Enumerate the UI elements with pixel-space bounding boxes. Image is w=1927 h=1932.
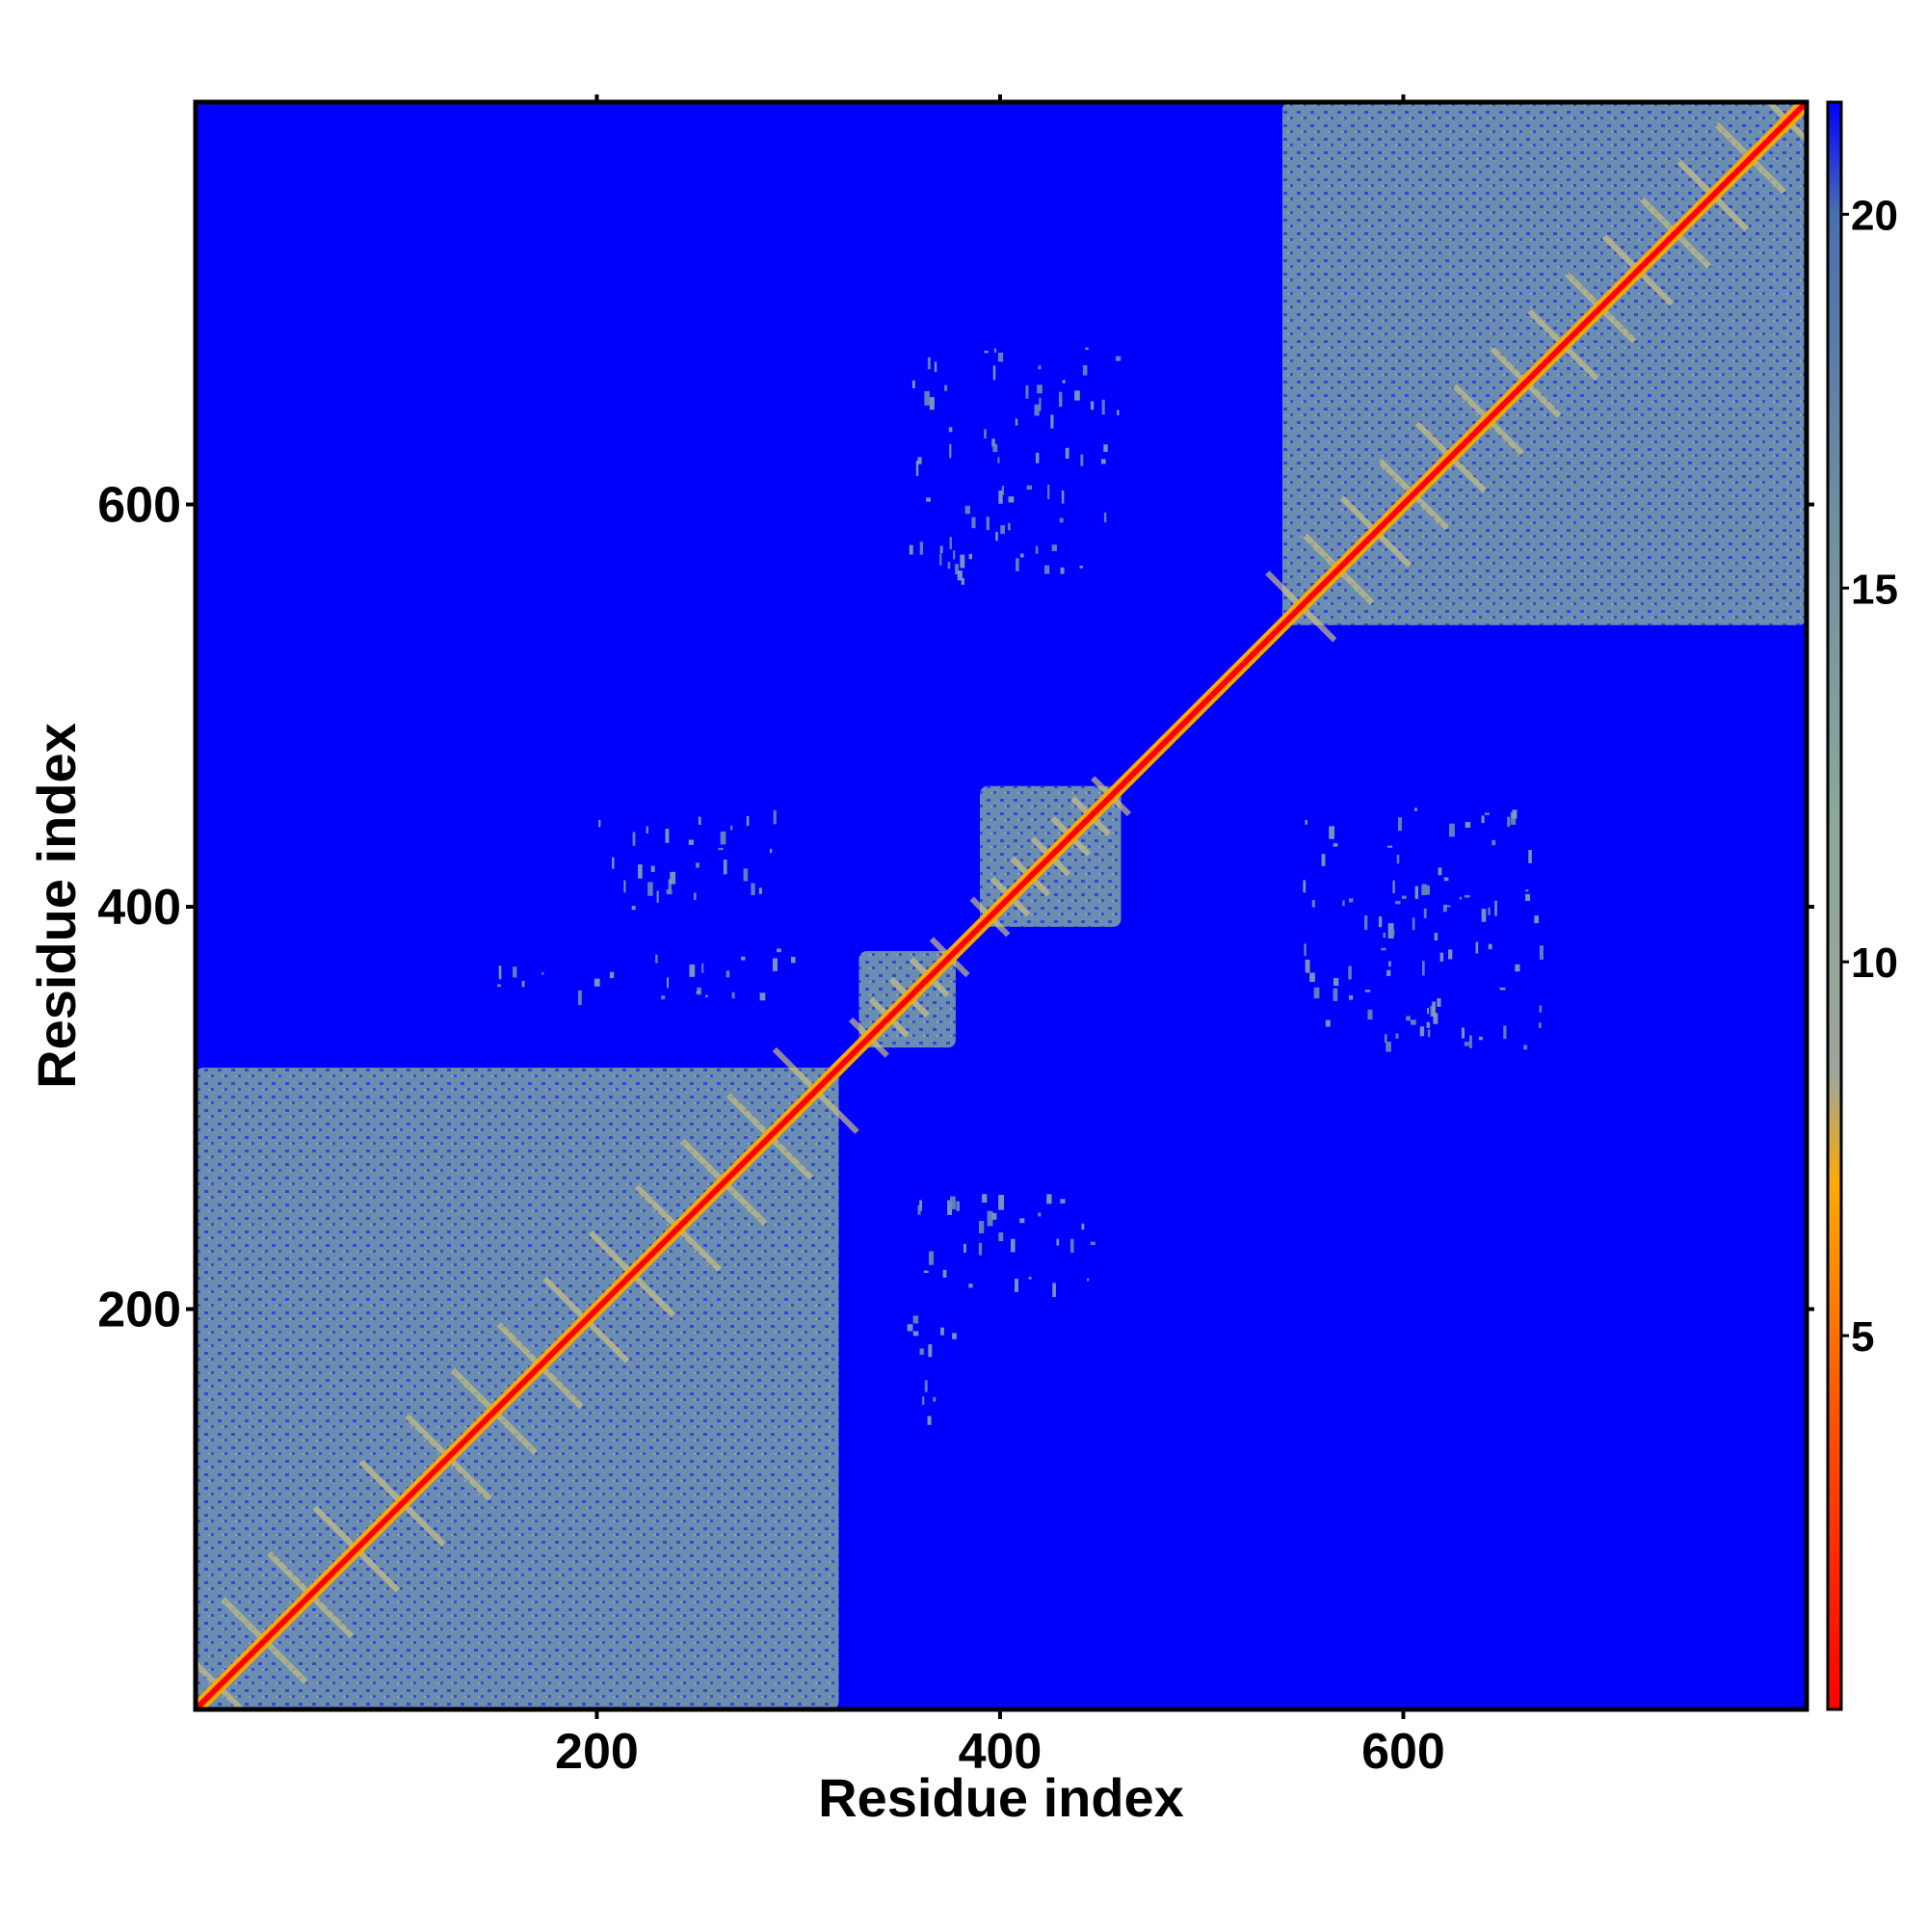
x-axis: 200 400 600: [555, 94, 1445, 1780]
colorbar-frame: [1826, 100, 1843, 1711]
x-tick-label: 400: [959, 1724, 1043, 1780]
sparse-region: [496, 948, 796, 1006]
x-tick-label: 200: [555, 1724, 639, 1780]
sparse-region: [917, 1194, 1095, 1298]
colorbar-tick-label: 15: [1851, 566, 1898, 613]
colorbar-tick-label: 10: [1851, 940, 1898, 987]
sparse-region: [907, 1315, 957, 1425]
colorbar: 5 10 15 20: [1826, 100, 1898, 1711]
diagonal-line: [196, 102, 1807, 1709]
colorbar-tick-label: 5: [1851, 1313, 1874, 1361]
sparse-region: [1303, 807, 1544, 1052]
sparse-region: [911, 347, 1122, 476]
x-tick-label: 600: [1361, 1724, 1445, 1780]
plot-area: [196, 102, 1807, 1709]
y-axis-label: Residue index: [26, 723, 87, 1089]
sparse-region: [598, 809, 777, 911]
colorbar-gradient: [1828, 102, 1841, 1709]
sparse-region: [909, 484, 1107, 585]
y-tick-label: 200: [97, 1283, 181, 1338]
y-axis: 200 400 600: [97, 478, 1814, 1338]
x-axis-label: Residue index: [818, 1767, 1184, 1828]
colorbar-tick-label: 20: [1851, 192, 1898, 239]
y-tick-label: 400: [97, 880, 181, 936]
y-tick-label: 600: [97, 478, 181, 534]
